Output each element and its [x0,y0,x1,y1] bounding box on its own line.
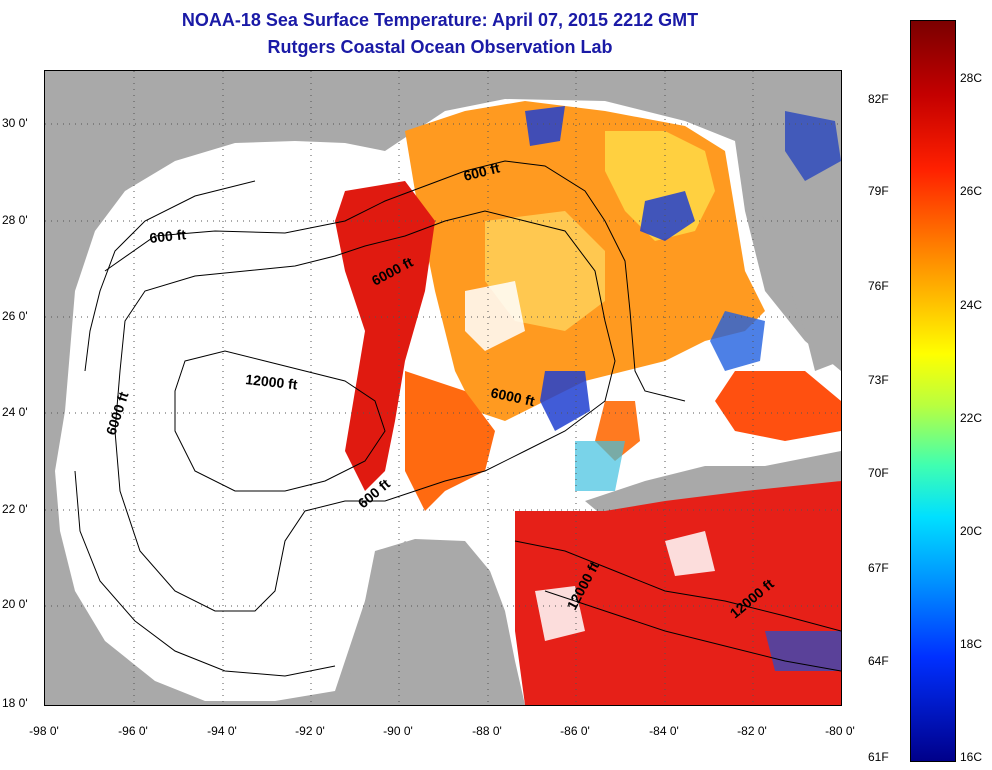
y-tick-label: 30 0' [2,116,28,130]
x-tick-label: -92 0' [295,724,325,738]
colorbar-c-label: 22C [960,411,983,425]
sst-map: 600 ft 600 ft 6000 ft 12000 ft 6000 ft 6… [44,70,842,706]
y-tick-label: 22 0' [2,502,28,516]
y-tick-label: 18 0' [2,696,28,710]
colorbar-f-label: 79F [868,184,889,198]
y-tick-label: 20 0' [2,597,28,611]
colorbar-f-label: 64F [868,654,889,668]
x-tick-label: -96 0' [118,724,148,738]
x-tick-label: -94 0' [207,724,237,738]
colorbar-f-label: 73F [868,373,889,387]
temperature-colorbar [910,20,956,762]
contour-label-12000ft-center: 12000 ft [245,371,299,392]
x-tick-label: -88 0' [472,724,502,738]
contour-label-600ft-west: 600 ft [149,226,187,246]
x-tick-label: -80 0' [825,724,855,738]
colorbar-f-label: 82F [868,92,889,106]
colorbar-f-label: 76F [868,279,889,293]
x-tick-label: -90 0' [383,724,413,738]
colorbar-c-label: 18C [960,637,983,651]
colorbar-f-label: 67F [868,561,889,575]
y-tick-label: 28 0' [2,213,28,227]
y-tick-label: 24 0' [2,405,28,419]
sst-data [335,101,841,705]
colorbar-c-label: 26C [960,184,983,198]
x-tick-label: -84 0' [649,724,679,738]
colorbar-c-label: 24C [960,298,983,312]
colorbar-c-label: 28C [960,71,983,85]
colorbar-f-label: 61F [868,750,889,764]
graticule [45,71,841,705]
x-tick-label: -98 0' [29,724,59,738]
bathymetry-contours [74,160,841,677]
yucatan-land [345,539,525,705]
x-tick-label: -82 0' [737,724,767,738]
colorbar-c-label: 16C [960,750,983,764]
colorbar-c-label: 20C [960,524,983,538]
map-title: NOAA-18 Sea Surface Temperature: April 0… [181,10,699,30]
map-subtitle: Rutgers Coastal Ocean Observation Lab [267,37,613,57]
y-tick-label: 26 0' [2,309,28,323]
sst-map-canvas: 600 ft 600 ft 6000 ft 12000 ft 6000 ft 6… [45,71,841,705]
colorbar-f-label: 70F [868,466,889,480]
x-tick-label: -86 0' [560,724,590,738]
